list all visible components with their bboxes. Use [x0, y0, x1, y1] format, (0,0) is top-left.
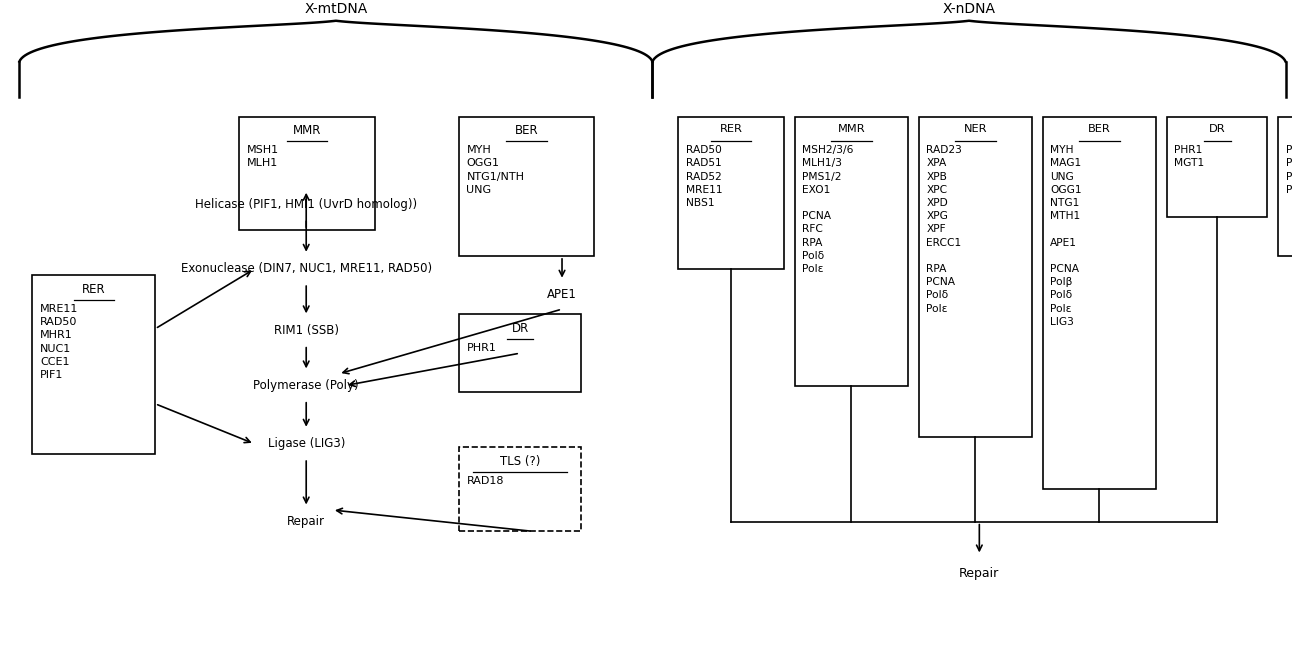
Text: Polζ
Polη
Polθ
Polι: Polζ Polη Polθ Polι — [1286, 145, 1292, 195]
Text: Exonuclease (DIN7, NUC1, MRE11, RAD50): Exonuclease (DIN7, NUC1, MRE11, RAD50) — [181, 262, 432, 275]
Bar — [795, 117, 908, 386]
Bar — [239, 117, 375, 230]
Text: TLS (?): TLS (?) — [500, 455, 540, 468]
Text: BER: BER — [514, 124, 539, 137]
Text: RIM1 (SSB): RIM1 (SSB) — [274, 324, 339, 337]
Text: MMR: MMR — [293, 124, 320, 137]
Text: X-nDNA: X-nDNA — [942, 1, 996, 16]
Bar — [1278, 117, 1292, 256]
Text: MYH
MAG1
UNG
OGG1
NTG1
MTH1

APE1

PCNA
Polβ
Polδ
Polε
LIG3: MYH MAG1 UNG OGG1 NTG1 MTH1 APE1 PCNA Po… — [1050, 145, 1081, 327]
Text: APE1: APE1 — [547, 288, 578, 301]
Text: RER: RER — [81, 283, 106, 296]
Text: RAD18: RAD18 — [466, 476, 504, 485]
Text: MMR: MMR — [837, 124, 866, 134]
Text: Polymerase (Poly): Polymerase (Poly) — [253, 379, 359, 392]
Text: Repair: Repair — [287, 515, 326, 528]
Text: DR: DR — [1209, 124, 1225, 134]
Text: MSH1
MLH1: MSH1 MLH1 — [247, 145, 279, 168]
Text: BER: BER — [1088, 124, 1111, 134]
Text: Helicase (PIF1, HMI1 (UvrD homolog)): Helicase (PIF1, HMI1 (UvrD homolog)) — [195, 198, 417, 211]
Text: RAD50
RAD51
RAD52
MRE11
NBS1: RAD50 RAD51 RAD52 MRE11 NBS1 — [686, 145, 722, 208]
Bar — [1167, 117, 1267, 217]
Text: NER: NER — [964, 124, 987, 134]
Bar — [919, 117, 1032, 437]
Text: MSH2/3/6
MLH1/3
PMS1/2
EXO1

PCNA
RFC
RPA
Polδ
Polε: MSH2/3/6 MLH1/3 PMS1/2 EXO1 PCNA RFC RPA… — [802, 145, 854, 274]
Text: DR: DR — [512, 322, 528, 335]
Bar — [459, 314, 581, 392]
Text: PHR1
MGT1: PHR1 MGT1 — [1174, 145, 1204, 168]
Text: MRE11
RAD50
MHR1
NUC1
CCE1
PIF1: MRE11 RAD50 MHR1 NUC1 CCE1 PIF1 — [40, 304, 79, 380]
Bar — [32, 275, 155, 454]
Text: RER: RER — [720, 124, 743, 134]
Bar — [1043, 117, 1156, 489]
Bar — [459, 447, 581, 531]
Bar — [678, 117, 784, 269]
Text: PHR1: PHR1 — [466, 343, 496, 353]
Text: X-mtDNA: X-mtDNA — [305, 1, 367, 16]
Text: RAD23
XPA
XPB
XPC
XPD
XPG
XPF
ERCC1

RPA
PCNA
Polδ
Polε: RAD23 XPA XPB XPC XPD XPG XPF ERCC1 RPA … — [926, 145, 963, 314]
Bar — [459, 117, 594, 256]
Text: MYH
OGG1
NTG1/NTH
UNG: MYH OGG1 NTG1/NTH UNG — [466, 145, 525, 195]
Text: Repair: Repair — [959, 567, 1000, 580]
Text: Ligase (LIG3): Ligase (LIG3) — [267, 437, 345, 450]
